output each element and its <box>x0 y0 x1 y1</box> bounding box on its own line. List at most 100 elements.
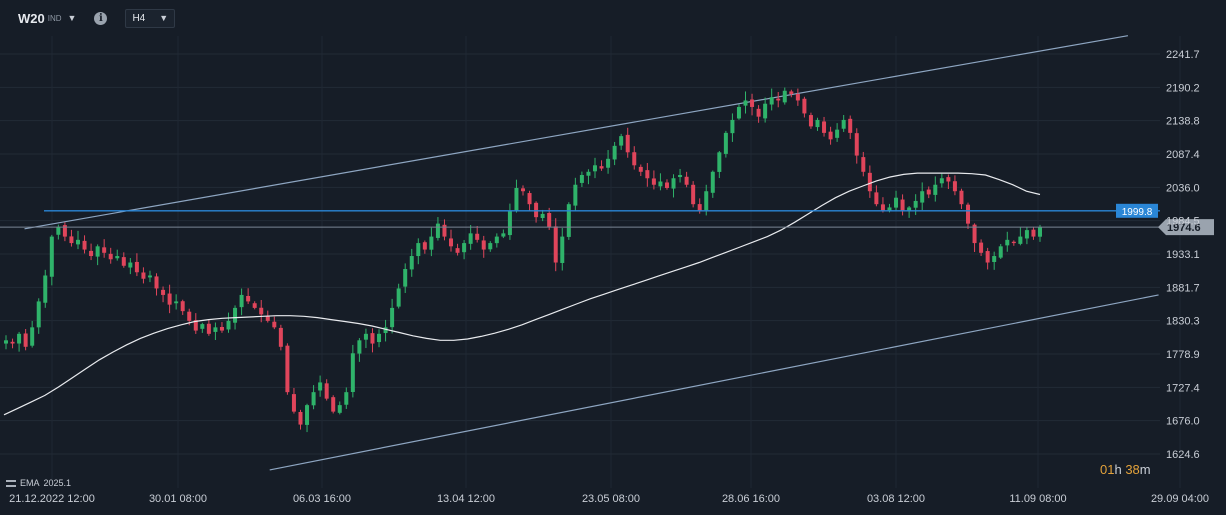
candle-body <box>782 90 787 103</box>
y-axis: 2241.7 2190.2 2138.8 2087.4 2036.0 1984.5 1933… <box>1166 49 1200 461</box>
candle-body <box>141 272 146 279</box>
candle-body <box>363 333 368 340</box>
candle-body <box>998 246 1003 258</box>
candle-body <box>651 178 656 185</box>
candle-body <box>108 253 113 260</box>
candle-body <box>1031 229 1036 237</box>
ema-legend[interactable]: EMA 2025.1 <box>6 478 71 488</box>
symbol-name: W20 <box>18 10 45 26</box>
candle-body <box>736 106 741 119</box>
x-tick-label: 13.04 12:00 <box>437 493 495 505</box>
candle-body <box>730 119 735 134</box>
indicator-icon <box>6 479 16 487</box>
candle-body <box>874 192 879 205</box>
candle-body <box>913 200 918 208</box>
y-tick-label: 2241.7 <box>1166 49 1200 61</box>
candle-body <box>468 233 473 244</box>
candle-body <box>180 301 185 312</box>
candle-body <box>318 382 323 391</box>
chart-toolbar: W20 IND ▼ i H4 ▼ <box>0 0 1160 36</box>
candle-body <box>527 193 532 205</box>
candle-body <box>521 188 525 192</box>
candle-body <box>89 250 94 257</box>
candle-body <box>219 327 224 331</box>
timeframe-selector[interactable]: H4 ▼ <box>125 8 176 28</box>
candle-body <box>259 307 264 315</box>
bar-countdown: 01h 38m <box>1100 462 1151 477</box>
candle-body <box>23 333 28 347</box>
candle-body <box>579 175 584 183</box>
candle-body <box>560 236 565 263</box>
candle-body <box>115 256 120 259</box>
candle-body <box>822 121 827 133</box>
candle-body <box>167 293 172 305</box>
candle-body <box>357 340 362 354</box>
y-tick-label: 2138.8 <box>1166 116 1200 128</box>
candle-body <box>409 256 414 270</box>
candle-body <box>867 172 872 192</box>
x-tick-label: 30.01 08:00 <box>149 493 207 505</box>
candle-body <box>658 181 663 187</box>
candle-body <box>56 226 61 235</box>
candle-body <box>128 262 133 268</box>
candle-body <box>246 295 251 302</box>
candle-body <box>462 243 467 253</box>
candle-body <box>449 238 454 247</box>
candle-body <box>200 324 205 329</box>
candle-body <box>10 341 15 344</box>
candle-body <box>697 204 702 211</box>
candle-body <box>678 175 683 178</box>
candle-body <box>1038 226 1042 237</box>
x-tick-label: 28.06 16:00 <box>722 493 780 505</box>
candle-body <box>488 243 493 250</box>
candle-body <box>979 242 984 253</box>
candle-body <box>606 158 611 168</box>
candles <box>4 87 1042 433</box>
candle-body <box>776 98 781 101</box>
candle-body <box>586 171 591 176</box>
candle-body <box>30 327 35 346</box>
countdown-hours: 01 <box>1100 462 1115 477</box>
candle-body <box>403 269 408 287</box>
candle-body <box>278 327 283 347</box>
info-icon[interactable]: i <box>94 11 108 25</box>
candle-body <box>377 333 382 343</box>
candle-body <box>17 333 22 344</box>
x-axis: 21.12.2022 12:00 30.01 08:00 06.03 16:00 13… <box>9 493 1209 505</box>
symbol-type: IND <box>47 13 62 23</box>
candle-body <box>494 236 499 244</box>
candle-body <box>710 171 715 193</box>
candle-body <box>933 184 938 195</box>
candle-body <box>298 411 303 425</box>
candle-body <box>841 119 846 129</box>
candle-body <box>390 307 395 328</box>
candle-body <box>272 321 277 328</box>
candle-body <box>573 184 578 206</box>
candle-body <box>547 213 552 227</box>
candle-body <box>939 178 944 184</box>
candle-body <box>43 275 48 303</box>
y-tick-label: 1778.9 <box>1166 349 1200 361</box>
candle-body <box>848 118 853 133</box>
candle-body <box>331 397 336 412</box>
candle-body <box>161 289 166 295</box>
countdown-hours-unit: h <box>1114 462 1122 477</box>
candle-body <box>566 204 571 237</box>
candle-body <box>664 182 669 188</box>
x-tick-label: 23.05 08:00 <box>582 493 640 505</box>
candle-body <box>952 181 957 192</box>
candle-body <box>265 315 270 321</box>
chevron-down-icon: ▼ <box>67 13 77 23</box>
candle-body <box>82 240 87 250</box>
last-price-tag-bg <box>1158 219 1214 236</box>
candle-body <box>213 327 218 332</box>
candle-body <box>645 170 650 179</box>
ema-name: EMA <box>20 478 40 488</box>
candle-body <box>835 129 840 138</box>
candle-body <box>599 166 604 169</box>
symbol-selector[interactable]: W20 IND ▼ <box>18 11 76 26</box>
candle-body <box>553 226 558 263</box>
candle-body <box>763 103 768 119</box>
x-tick-label: 21.12.2022 12:00 <box>9 493 95 505</box>
